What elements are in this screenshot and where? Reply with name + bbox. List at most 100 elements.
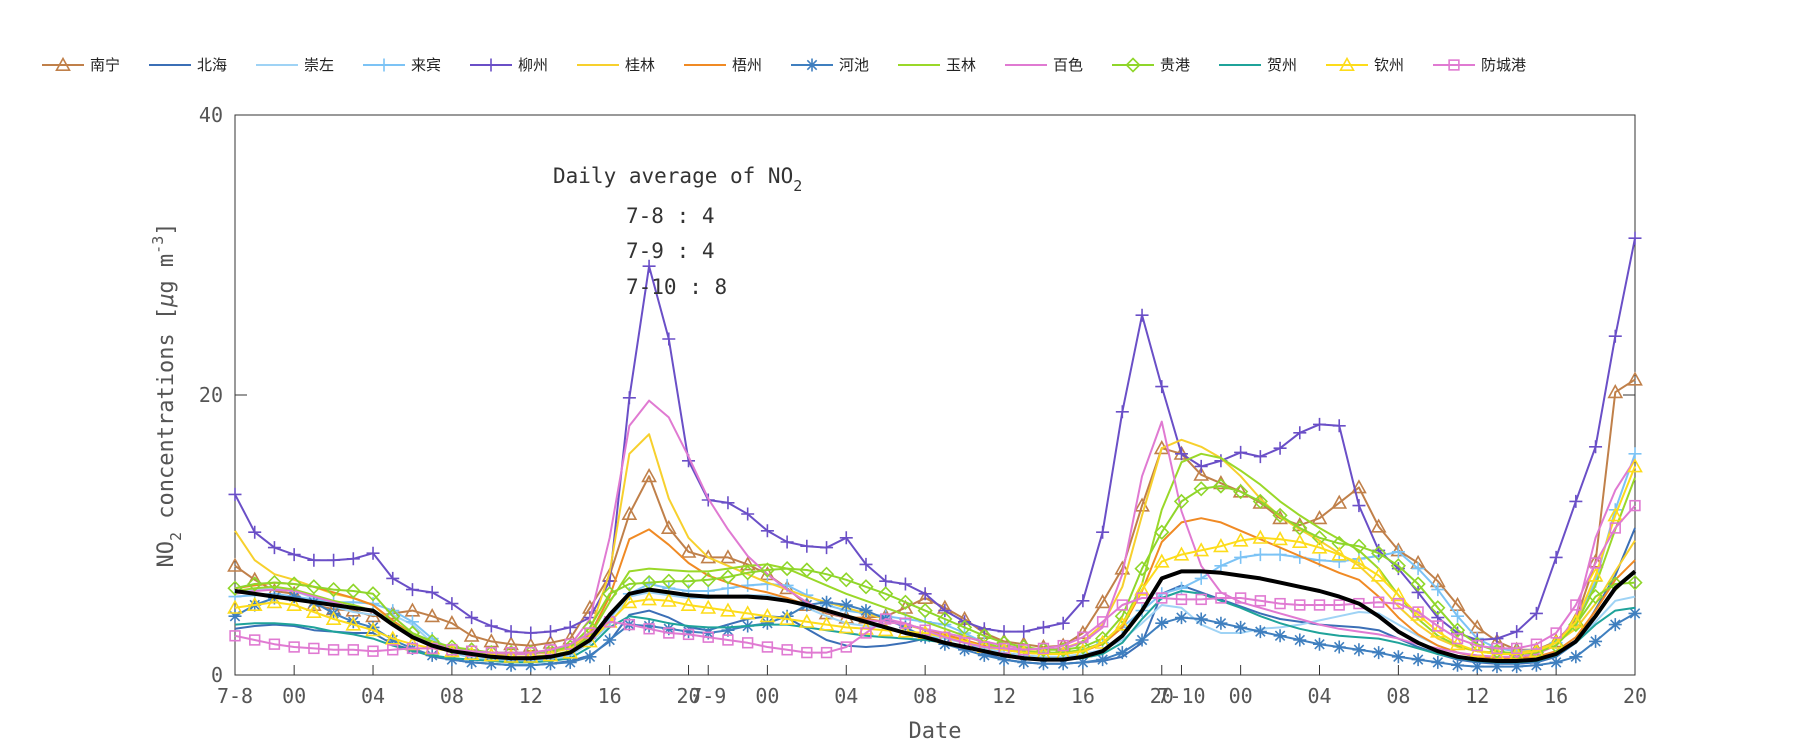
series-point (859, 557, 873, 571)
series-point (622, 391, 636, 405)
series-point (660, 592, 677, 607)
series-point (227, 557, 243, 572)
x-tick-label: 12 (1465, 684, 1489, 708)
x-tick-label: 7-10 (1157, 684, 1205, 708)
legend-item: 钦州 (1326, 56, 1404, 74)
series-point (722, 634, 734, 646)
legend-label: 梧州 (732, 56, 762, 74)
series-point (1511, 642, 1523, 655)
series-point (267, 541, 281, 555)
series-point (247, 576, 263, 592)
series-point (918, 587, 932, 601)
series-point (1215, 592, 1227, 604)
series-average (234, 569, 1637, 663)
legend-label: 贺州 (1267, 56, 1297, 74)
series-point (998, 642, 1010, 655)
series-point (1234, 592, 1247, 604)
legend-marker (55, 56, 71, 71)
series-point (1313, 417, 1327, 431)
series-point (1313, 637, 1327, 651)
y-tick-label: 0 (211, 663, 223, 687)
series-point (346, 552, 360, 566)
series-point (345, 616, 362, 631)
legend-item: 玉林 (898, 56, 976, 74)
series-point (406, 642, 419, 655)
series-point (1293, 633, 1307, 647)
legend-label: 河池 (839, 56, 869, 74)
legend-item: 柳州 (470, 56, 548, 74)
series-point (288, 641, 300, 653)
series-point (761, 641, 774, 653)
series-point (1253, 625, 1267, 639)
series-point (1372, 646, 1386, 660)
series-point (680, 596, 697, 612)
series-point (1077, 631, 1089, 643)
legend-item: 贵港 (1112, 56, 1190, 74)
series-point (286, 576, 302, 592)
series-point (1037, 642, 1050, 655)
series-point (465, 655, 479, 669)
series-point (563, 655, 577, 669)
series-point (662, 332, 676, 346)
series-point (799, 562, 815, 578)
y-tick-label: 40 (199, 103, 223, 127)
series-point (838, 619, 855, 634)
series-point (1194, 459, 1208, 473)
series-point (917, 602, 933, 619)
series-point (307, 553, 321, 567)
series-point (1370, 567, 1387, 582)
series-point (1214, 616, 1228, 630)
y-axis-label: NO2 concentrations [μg m-3] (149, 222, 185, 567)
series-point (759, 608, 776, 623)
series-point (840, 641, 852, 653)
series-point (1272, 507, 1288, 524)
series-layer (227, 231, 1643, 674)
series-point (682, 625, 696, 639)
series-point (327, 644, 340, 656)
annotation-line-1: 7-8 : 4 (626, 204, 715, 228)
series-point (1510, 660, 1524, 674)
series-point (1136, 592, 1148, 604)
series-point (759, 562, 776, 578)
series-point (1451, 632, 1464, 645)
legend-marker (1125, 57, 1141, 73)
x-tick-label: 04 (834, 684, 858, 708)
series-point (1392, 597, 1405, 610)
series-point (1057, 639, 1069, 652)
series-point (1293, 426, 1307, 440)
series-point (1174, 581, 1188, 595)
series-line (234, 378, 1636, 651)
series-point (1194, 571, 1208, 585)
series-point (524, 658, 538, 672)
series-point (858, 579, 874, 595)
series-point (1094, 594, 1111, 609)
series-point (445, 597, 459, 611)
series-point (524, 626, 538, 640)
series-point (839, 531, 853, 545)
series-point (543, 657, 557, 671)
series-point (1135, 308, 1149, 322)
x-tick-label: 00 (282, 684, 306, 708)
series-point (1273, 441, 1287, 455)
series-point (1411, 585, 1425, 599)
series-point (1018, 644, 1030, 656)
series-point (1607, 507, 1624, 522)
series-point (1234, 620, 1248, 634)
legend: 南宁 北海 崇左 来宾 柳州 桂林 梧州 河池 玉林 百色 贵港 贺州 钦州 防城港 (42, 56, 1526, 74)
series-point (386, 633, 400, 647)
series-point (1351, 538, 1367, 554)
series-point (1628, 231, 1642, 245)
legend-item: 南宁 (42, 56, 120, 74)
series-point (228, 487, 242, 501)
series-point (1153, 553, 1170, 568)
series-point (1609, 522, 1621, 534)
legend-label: 防城港 (1481, 56, 1526, 74)
series-point (543, 625, 557, 639)
series-point (268, 638, 281, 650)
series-point (897, 594, 914, 610)
x-tick-label: 7-8 (217, 684, 253, 708)
series-point (820, 646, 833, 659)
series-point (661, 573, 677, 589)
series-point (680, 543, 697, 558)
series-point (1134, 560, 1150, 577)
